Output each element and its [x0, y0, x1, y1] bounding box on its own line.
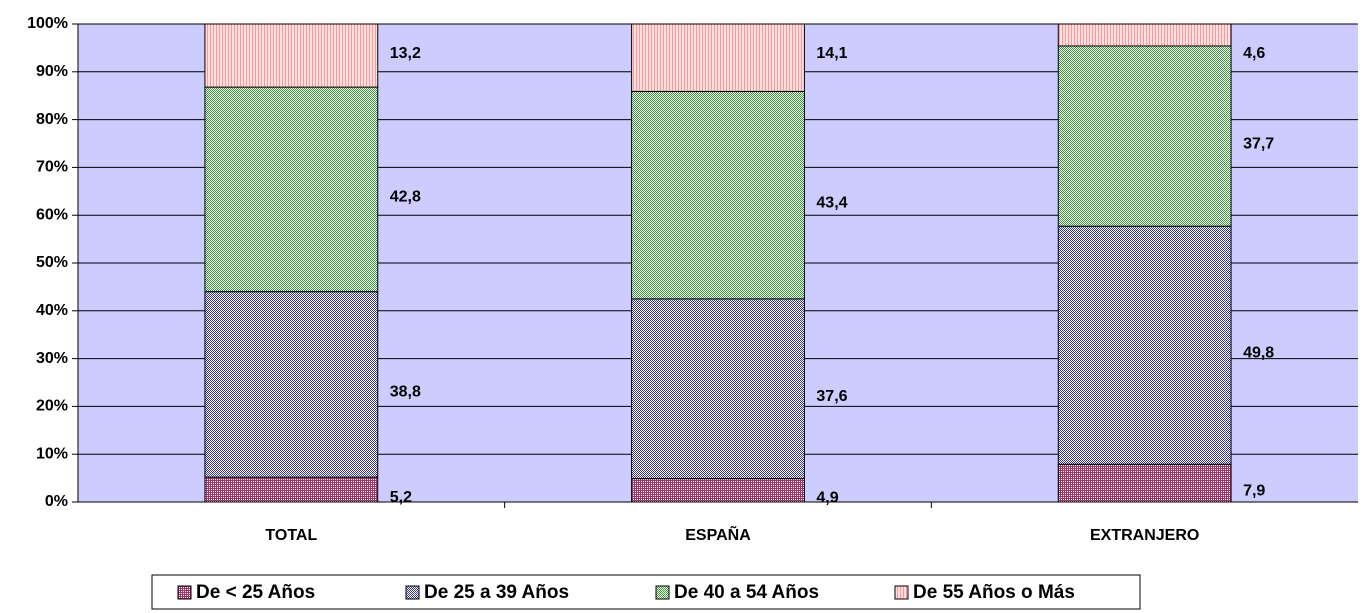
value-label: 14,1 [816, 45, 847, 62]
x-tick-label: EXTRANJERO [1090, 527, 1199, 544]
y-tick-label: 80% [36, 111, 68, 128]
bar-segment [1057, 463, 1232, 503]
bar-segment [1057, 225, 1232, 465]
y-tick-label: 70% [36, 159, 68, 176]
y-tick-label: 40% [36, 302, 68, 319]
legend-swatch [655, 585, 670, 600]
legend-label: De 55 Años o Más [913, 582, 1075, 603]
legend-swatch [405, 585, 420, 600]
x-tick-label: TOTAL [265, 527, 317, 544]
value-label: 37,7 [1243, 135, 1274, 152]
bar-segment [631, 90, 805, 300]
value-label: 43,4 [816, 194, 847, 211]
bar-segment [1057, 45, 1232, 227]
bar-segment [631, 23, 805, 92]
value-label: 5,2 [390, 489, 412, 506]
legend-label: De 25 a 39 Años [424, 582, 569, 603]
bar-segment [204, 476, 379, 503]
legend-box [151, 574, 1141, 610]
value-label: 42,8 [390, 189, 421, 206]
value-label: 37,6 [816, 388, 847, 405]
y-tick-label: 100% [27, 15, 68, 32]
x-tick-label: ESPAÑA [685, 524, 751, 544]
value-label: 13,2 [390, 45, 421, 62]
legend-swatch [177, 585, 192, 600]
value-label: 4,9 [816, 490, 838, 507]
legend-swatch [894, 585, 909, 600]
value-label: 38,8 [390, 384, 421, 401]
bar-segment [204, 23, 379, 88]
legend-label: De < 25 Años [196, 582, 315, 603]
y-tick-label: 50% [36, 254, 68, 271]
value-label: 4,6 [1243, 45, 1265, 62]
y-tick-label: 20% [36, 398, 68, 415]
y-tick-label: 60% [36, 206, 68, 223]
y-tick-label: 10% [36, 445, 68, 462]
bar-segment [1057, 23, 1232, 47]
bar-segment [631, 478, 805, 503]
value-label: 49,8 [1243, 344, 1274, 361]
value-label: 7,9 [1243, 482, 1265, 499]
bar-segment [204, 86, 379, 293]
bar-segment [204, 291, 379, 478]
legend-label: De 40 a 54 Años [674, 582, 819, 603]
bar-segment [631, 298, 805, 480]
y-tick-label: 30% [36, 350, 68, 367]
y-tick-label: 0% [45, 493, 68, 510]
y-tick-label: 90% [36, 63, 68, 80]
